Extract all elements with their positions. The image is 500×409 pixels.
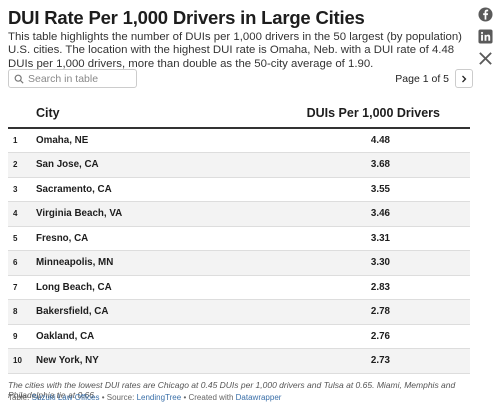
city-cell: Long Beach, CA [36,275,186,300]
chart-description: This table highlights the number of DUIs… [8,31,462,70]
city-cell: Oakland, CA [36,324,186,349]
rank-cell: 4 [8,201,36,227]
dui-rate-cell: 3.31 [185,226,470,251]
table-row: 9 Oakland, CA 2.76 [8,324,470,349]
dui-rate-cell: 2.83 [185,275,470,300]
column-header-city[interactable]: City [36,98,186,129]
city-cell: New York, NY [36,348,186,374]
dui-rate-cell: 3.30 [185,250,470,276]
city-cell: San Jose, CA [36,152,186,178]
dui-rate-cell: 3.46 [185,201,470,227]
dui-rate-cell: 4.48 [185,128,470,153]
dui-rate-cell: 3.55 [185,177,470,202]
table-header-row: City DUIs Per 1,000 Drivers [8,98,470,129]
table-row: 3 Sacramento, CA 3.55 [8,177,470,202]
dui-rate-cell: 2.76 [185,324,470,349]
dui-rate-cell: 2.73 [185,348,470,374]
table-row: 8 Bakersfield, CA 2.78 [8,299,470,325]
table-row: 4 Virginia Beach, VA 3.46 [8,201,470,227]
social-share [478,7,494,73]
rank-cell: 8 [8,299,36,325]
rank-cell: 10 [8,348,36,374]
x-icon[interactable] [478,51,493,66]
rank-cell: 1 [8,128,36,153]
separator-dot: • [101,393,105,402]
dui-rate-cell: 2.78 [185,299,470,325]
rank-cell: 6 [8,250,36,276]
rank-cell: 9 [8,324,36,349]
city-cell: Minneapolis, MN [36,250,186,276]
source-link[interactable]: LendingTree [136,393,182,402]
search-icon [14,74,24,84]
search-box[interactable] [8,69,137,88]
table-row: 7 Long Beach, CA 2.83 [8,275,470,300]
rank-cell: 7 [8,275,36,300]
rank-cell: 2 [8,152,36,178]
table-row: 10 New York, NY 2.73 [8,348,470,374]
city-cell: Bakersfield, CA [36,299,186,325]
pagination: Page 1 of 5 [395,69,473,88]
chart-title: DUI Rate Per 1,000 Drivers in Large Citi… [8,7,365,28]
city-cell: Virginia Beach, VA [36,201,186,227]
facebook-icon[interactable] [478,7,493,22]
table-row: 6 Minneapolis, MN 3.30 [8,250,470,276]
datawrapper-link[interactable]: Datawrapper [235,393,282,402]
table-row: 5 Fresno, CA 3.31 [8,226,470,251]
city-cell: Sacramento, CA [36,177,186,202]
search-input[interactable] [28,72,128,85]
chevron-right-icon [462,75,467,82]
created-with-label: Created with [188,393,234,402]
next-page-button[interactable] [455,69,473,88]
table-notes: The cities with the lowest DUI rates are… [8,380,456,400]
table-row: 2 San Jose, CA 3.68 [8,152,470,178]
city-cell: Fresno, CA [36,226,186,251]
source-label: Source: [106,393,135,402]
dui-table: City DUIs Per 1,000 Drivers 1 Omaha, NE 4.… [8,98,470,374]
dui-rate-cell: 3.68 [185,152,470,178]
table-credit-label: Table: [8,393,30,402]
table-source-link[interactable]: Suzuki Law Offices [31,393,100,402]
city-cell: Omaha, NE [36,128,186,153]
rank-cell: 3 [8,177,36,202]
table-row: 1 Omaha, NE 4.48 [8,128,470,153]
table-credits: Table: Suzuki Law Offices • Source: Lend… [8,393,494,402]
column-header-dui-rate[interactable]: DUIs Per 1,000 Drivers [185,98,470,129]
separator-dot: • [183,393,187,402]
linkedin-icon[interactable] [478,29,493,44]
column-header-rank [8,98,36,129]
page-indicator: Page 1 of 5 [395,72,449,85]
rank-cell: 5 [8,226,36,251]
